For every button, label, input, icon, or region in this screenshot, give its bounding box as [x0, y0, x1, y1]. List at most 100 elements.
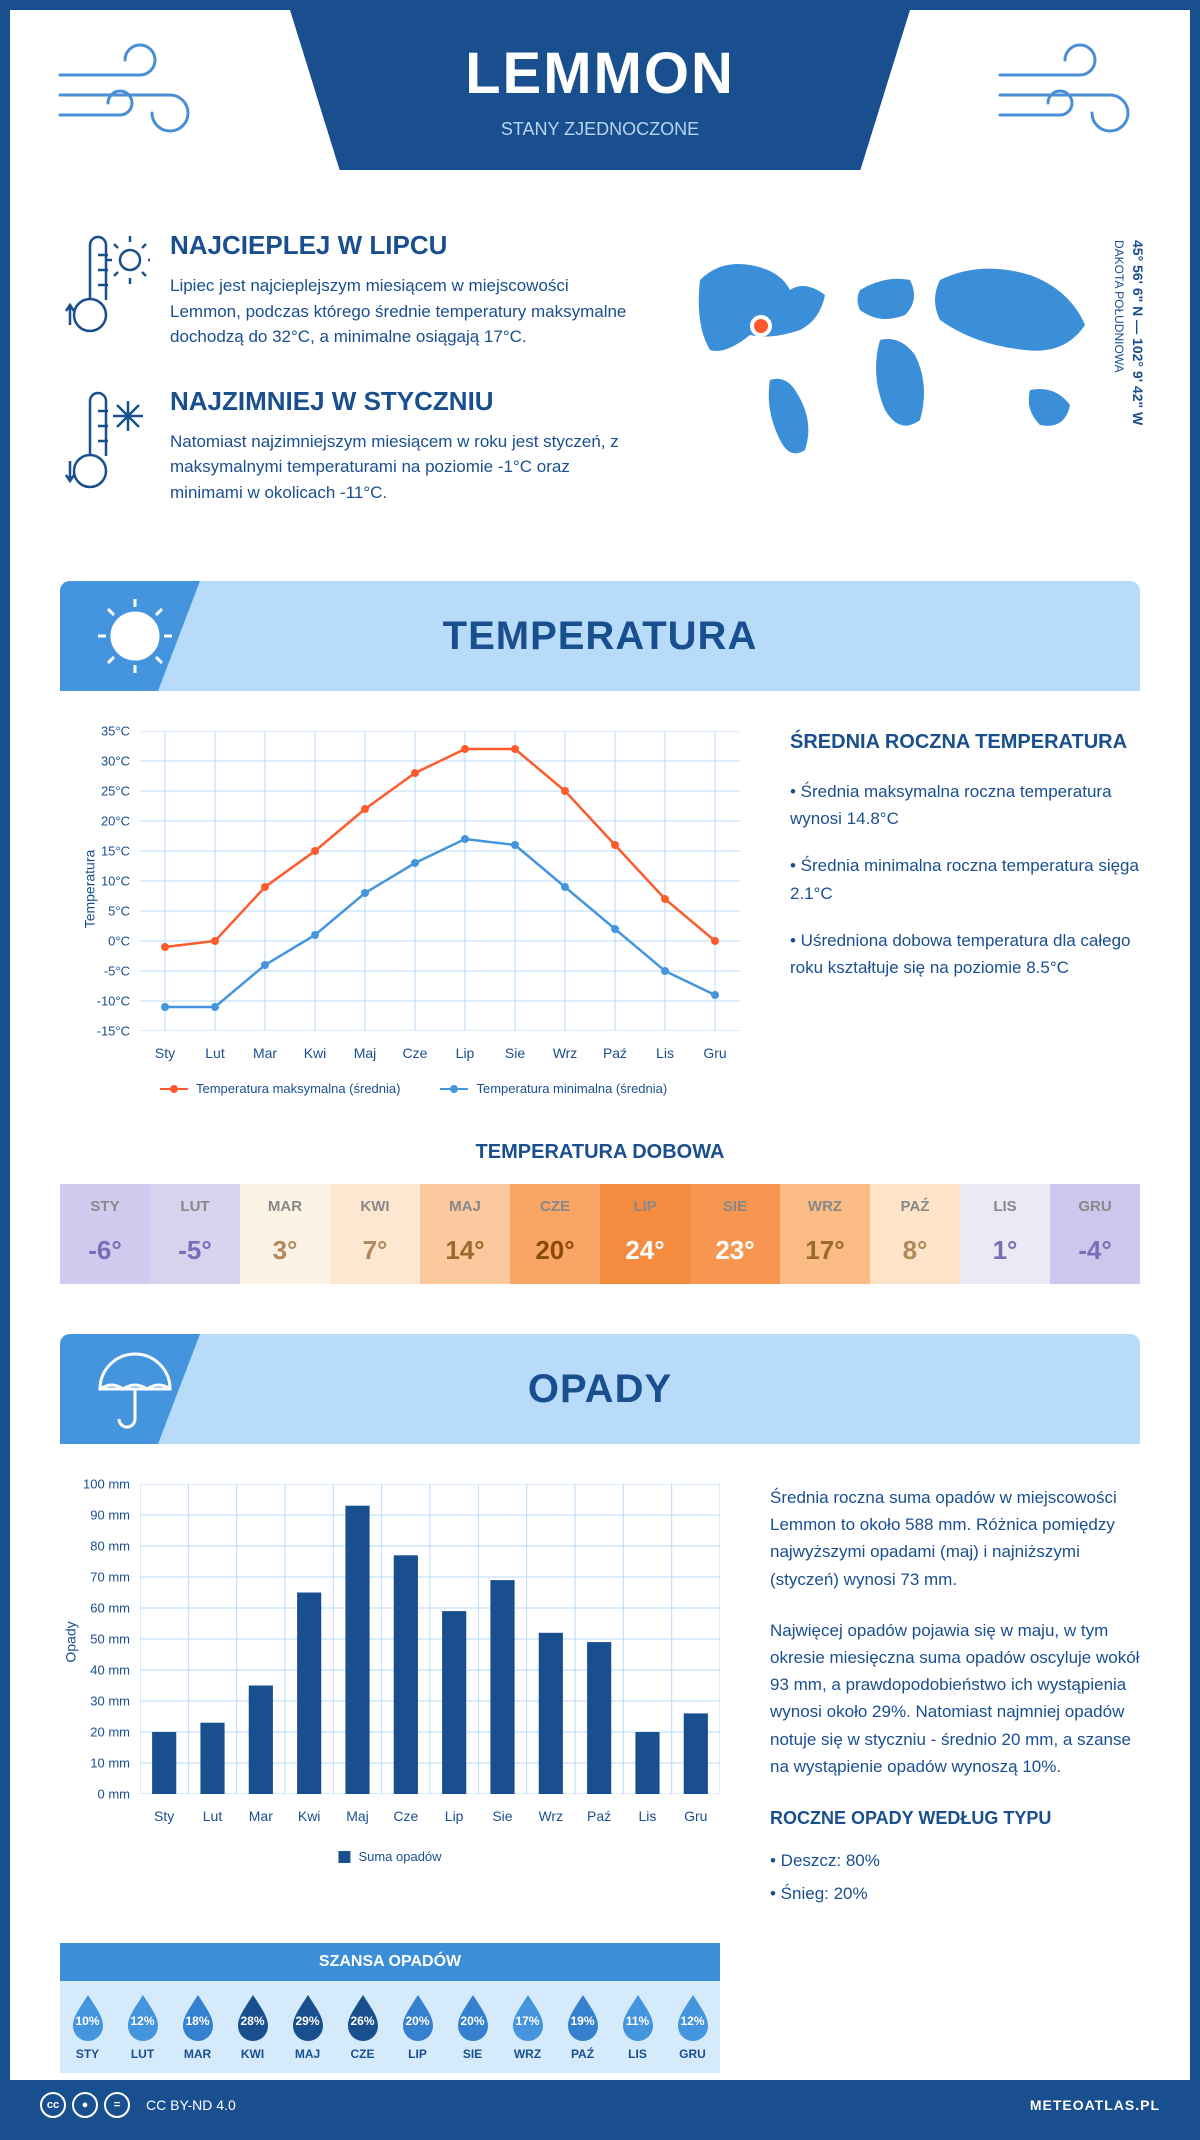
nd-icon: =	[104, 2092, 130, 2118]
cc-icon: cc	[40, 2092, 66, 2118]
x-tick: Cze	[390, 1045, 440, 1061]
daily-temp-value: 1°	[960, 1235, 1050, 1266]
raindrop-icon: 11%	[619, 1993, 657, 2041]
daily-temp-value: 8°	[870, 1235, 960, 1266]
x-tick: Gru	[690, 1045, 740, 1061]
chance-month-label: LIS	[610, 2047, 665, 2061]
coldest-block: NAJZIMNIEJ W STYCZNIU Natomiast najzimni…	[60, 386, 630, 506]
coordinates: 45° 56' 6" N — 102° 9' 42" W	[1130, 240, 1146, 425]
precip-type-item: • Deszcz: 80%	[770, 1847, 1140, 1874]
temp-summary-title: ŚREDNIA ROCZNA TEMPERATURA	[790, 731, 1140, 754]
chance-month-label: LIP	[390, 2047, 445, 2061]
chance-cell: 17%WRZ	[500, 1981, 555, 2073]
daily-month-label: GRU	[1050, 1198, 1140, 1215]
x-tick: Mar	[240, 1045, 290, 1061]
daily-temp-cell: KWI7°	[330, 1184, 420, 1284]
raindrop-icon: 18%	[179, 1993, 217, 2041]
daily-temp-value: 24°	[600, 1235, 690, 1266]
raindrop-icon: 26%	[344, 1993, 382, 2041]
daily-temp-cell: SIE 23°	[690, 1184, 780, 1284]
x-tick: Lip	[440, 1045, 490, 1061]
x-tick: Sie	[478, 1808, 526, 1824]
raindrop-icon: 19%	[564, 1993, 602, 2041]
y-tick: 50 mm	[90, 1632, 130, 1647]
precip-legend: Suma opadów	[338, 1849, 441, 1864]
x-tick: Wrz	[527, 1808, 575, 1824]
x-tick: Sie	[490, 1045, 540, 1061]
thermometer-snow-icon	[60, 386, 150, 496]
chance-month-label: SIE	[445, 2047, 500, 2061]
daily-month-label: CZE	[510, 1198, 600, 1215]
by-icon: ●	[72, 2092, 98, 2118]
daily-temp-cell: LUT-5°	[150, 1184, 240, 1284]
thermometer-sun-icon	[60, 230, 150, 340]
header: LEMMON STANY ZJEDNOCZONE	[10, 10, 1190, 210]
raindrop-icon: 12%	[674, 1993, 712, 2041]
x-tick: Cze	[382, 1808, 430, 1824]
chance-month-label: LUT	[115, 2047, 170, 2061]
chance-month-label: CZE	[335, 2047, 390, 2061]
precip-types-title: ROCZNE OPADY WEDŁUG TYPU	[770, 1804, 1140, 1833]
location-pin-icon	[750, 315, 772, 337]
license-badges: cc ● = CC BY-ND 4.0	[40, 2092, 236, 2118]
daily-month-label: LIP	[600, 1198, 690, 1215]
raindrop-icon: 10%	[69, 1993, 107, 2041]
daily-month-label: SIE	[690, 1198, 780, 1215]
daily-temp-value: 3°	[240, 1235, 330, 1266]
footer: cc ● = CC BY-ND 4.0 METEOATLAS.PL	[10, 2080, 1190, 2130]
x-tick: Lip	[430, 1808, 478, 1824]
y-tick: 5°C	[108, 904, 130, 919]
chance-cell: 12% GRU	[665, 1981, 720, 2073]
world-map: 45° 56' 6" N — 102° 9' 42" W DAKOTA POŁU…	[660, 230, 1140, 541]
daily-month-label: WRZ	[780, 1198, 870, 1215]
precipitation-content: Opady 0 mm10 mm20 mm30 mm40 mm50 mm60 mm…	[10, 1444, 1190, 1943]
temperature-line-chart: Temperatura -15°C-10°C-5°C0°C5°C10°C15°C…	[60, 731, 740, 1091]
temperature-summary: ŚREDNIA ROCZNA TEMPERATURA • Średnia mak…	[790, 731, 1140, 1091]
warmest-block: NAJCIEPLEJ W LIPCU Lipiec jest najcieple…	[60, 230, 630, 350]
x-tick: Paź	[590, 1045, 640, 1061]
daily-month-label: STY	[60, 1198, 150, 1215]
coldest-text: Natomiast najzimniejszym miesiącem w rok…	[170, 429, 630, 506]
chance-cell: 20%SIE	[445, 1981, 500, 2073]
chance-month-label: STY	[60, 2047, 115, 2061]
chance-cell: 18%MAR	[170, 1981, 225, 2073]
info-row: NAJCIEPLEJ W LIPCU Lipiec jest najcieple…	[10, 210, 1190, 581]
precip-chance-table: SZANSA OPADÓW 10%STY12%LUT18%MAR28%KWI29…	[60, 1943, 720, 2073]
chance-month-label: GRU	[665, 2047, 720, 2061]
wind-icon	[990, 40, 1150, 150]
y-tick: 0°C	[108, 934, 130, 949]
y-tick: 10°C	[101, 874, 130, 889]
daily-temp-cell: LIP 24°	[600, 1184, 690, 1284]
daily-temp-cell: PAŹ8°	[870, 1184, 960, 1284]
chance-cell: 28%KWI	[225, 1981, 280, 2073]
chance-cell: 10% STY	[60, 1981, 115, 2073]
chance-month-label: WRZ	[500, 2047, 555, 2061]
raindrop-icon: 12%	[124, 1993, 162, 2041]
x-tick: Kwi	[285, 1808, 333, 1824]
coldest-heading: NAJZIMNIEJ W STYCZNIU	[170, 386, 630, 417]
x-tick: Kwi	[290, 1045, 340, 1061]
daily-temp-cell: MAR 3°	[240, 1184, 330, 1284]
climate-facts: NAJCIEPLEJ W LIPCU Lipiec jest najcieple…	[60, 230, 630, 541]
y-tick: 10 mm	[90, 1756, 130, 1771]
warmest-heading: NAJCIEPLEJ W LIPCU	[170, 230, 630, 261]
y-tick: 40 mm	[90, 1663, 130, 1678]
chance-month-label: KWI	[225, 2047, 280, 2061]
x-tick: Mar	[237, 1808, 285, 1824]
daily-month-label: MAR	[240, 1198, 330, 1215]
daily-temp-value: 7°	[330, 1235, 420, 1266]
daily-temp-value: 20°	[510, 1235, 600, 1266]
y-tick: 20°C	[101, 814, 130, 829]
legend-min-label: Temperatura minimalna (średnia)	[476, 1081, 667, 1096]
x-tick: Gru	[672, 1808, 720, 1824]
y-tick: -5°C	[104, 964, 130, 979]
temperature-title: TEMPERATURA	[443, 614, 758, 659]
precipitation-bar-chart: Opady 0 mm10 mm20 mm30 mm40 mm50 mm60 mm…	[60, 1484, 720, 1864]
daily-temp-cell: CZE 20°	[510, 1184, 600, 1284]
y-tick: -15°C	[97, 1024, 130, 1039]
x-tick: Maj	[333, 1808, 381, 1824]
chance-cell: 12% LUT	[115, 1981, 170, 2073]
daily-temp-value: 23°	[690, 1235, 780, 1266]
chance-cell: 20%LIP	[390, 1981, 445, 2073]
chance-cell: 19%PAŹ	[555, 1981, 610, 2073]
